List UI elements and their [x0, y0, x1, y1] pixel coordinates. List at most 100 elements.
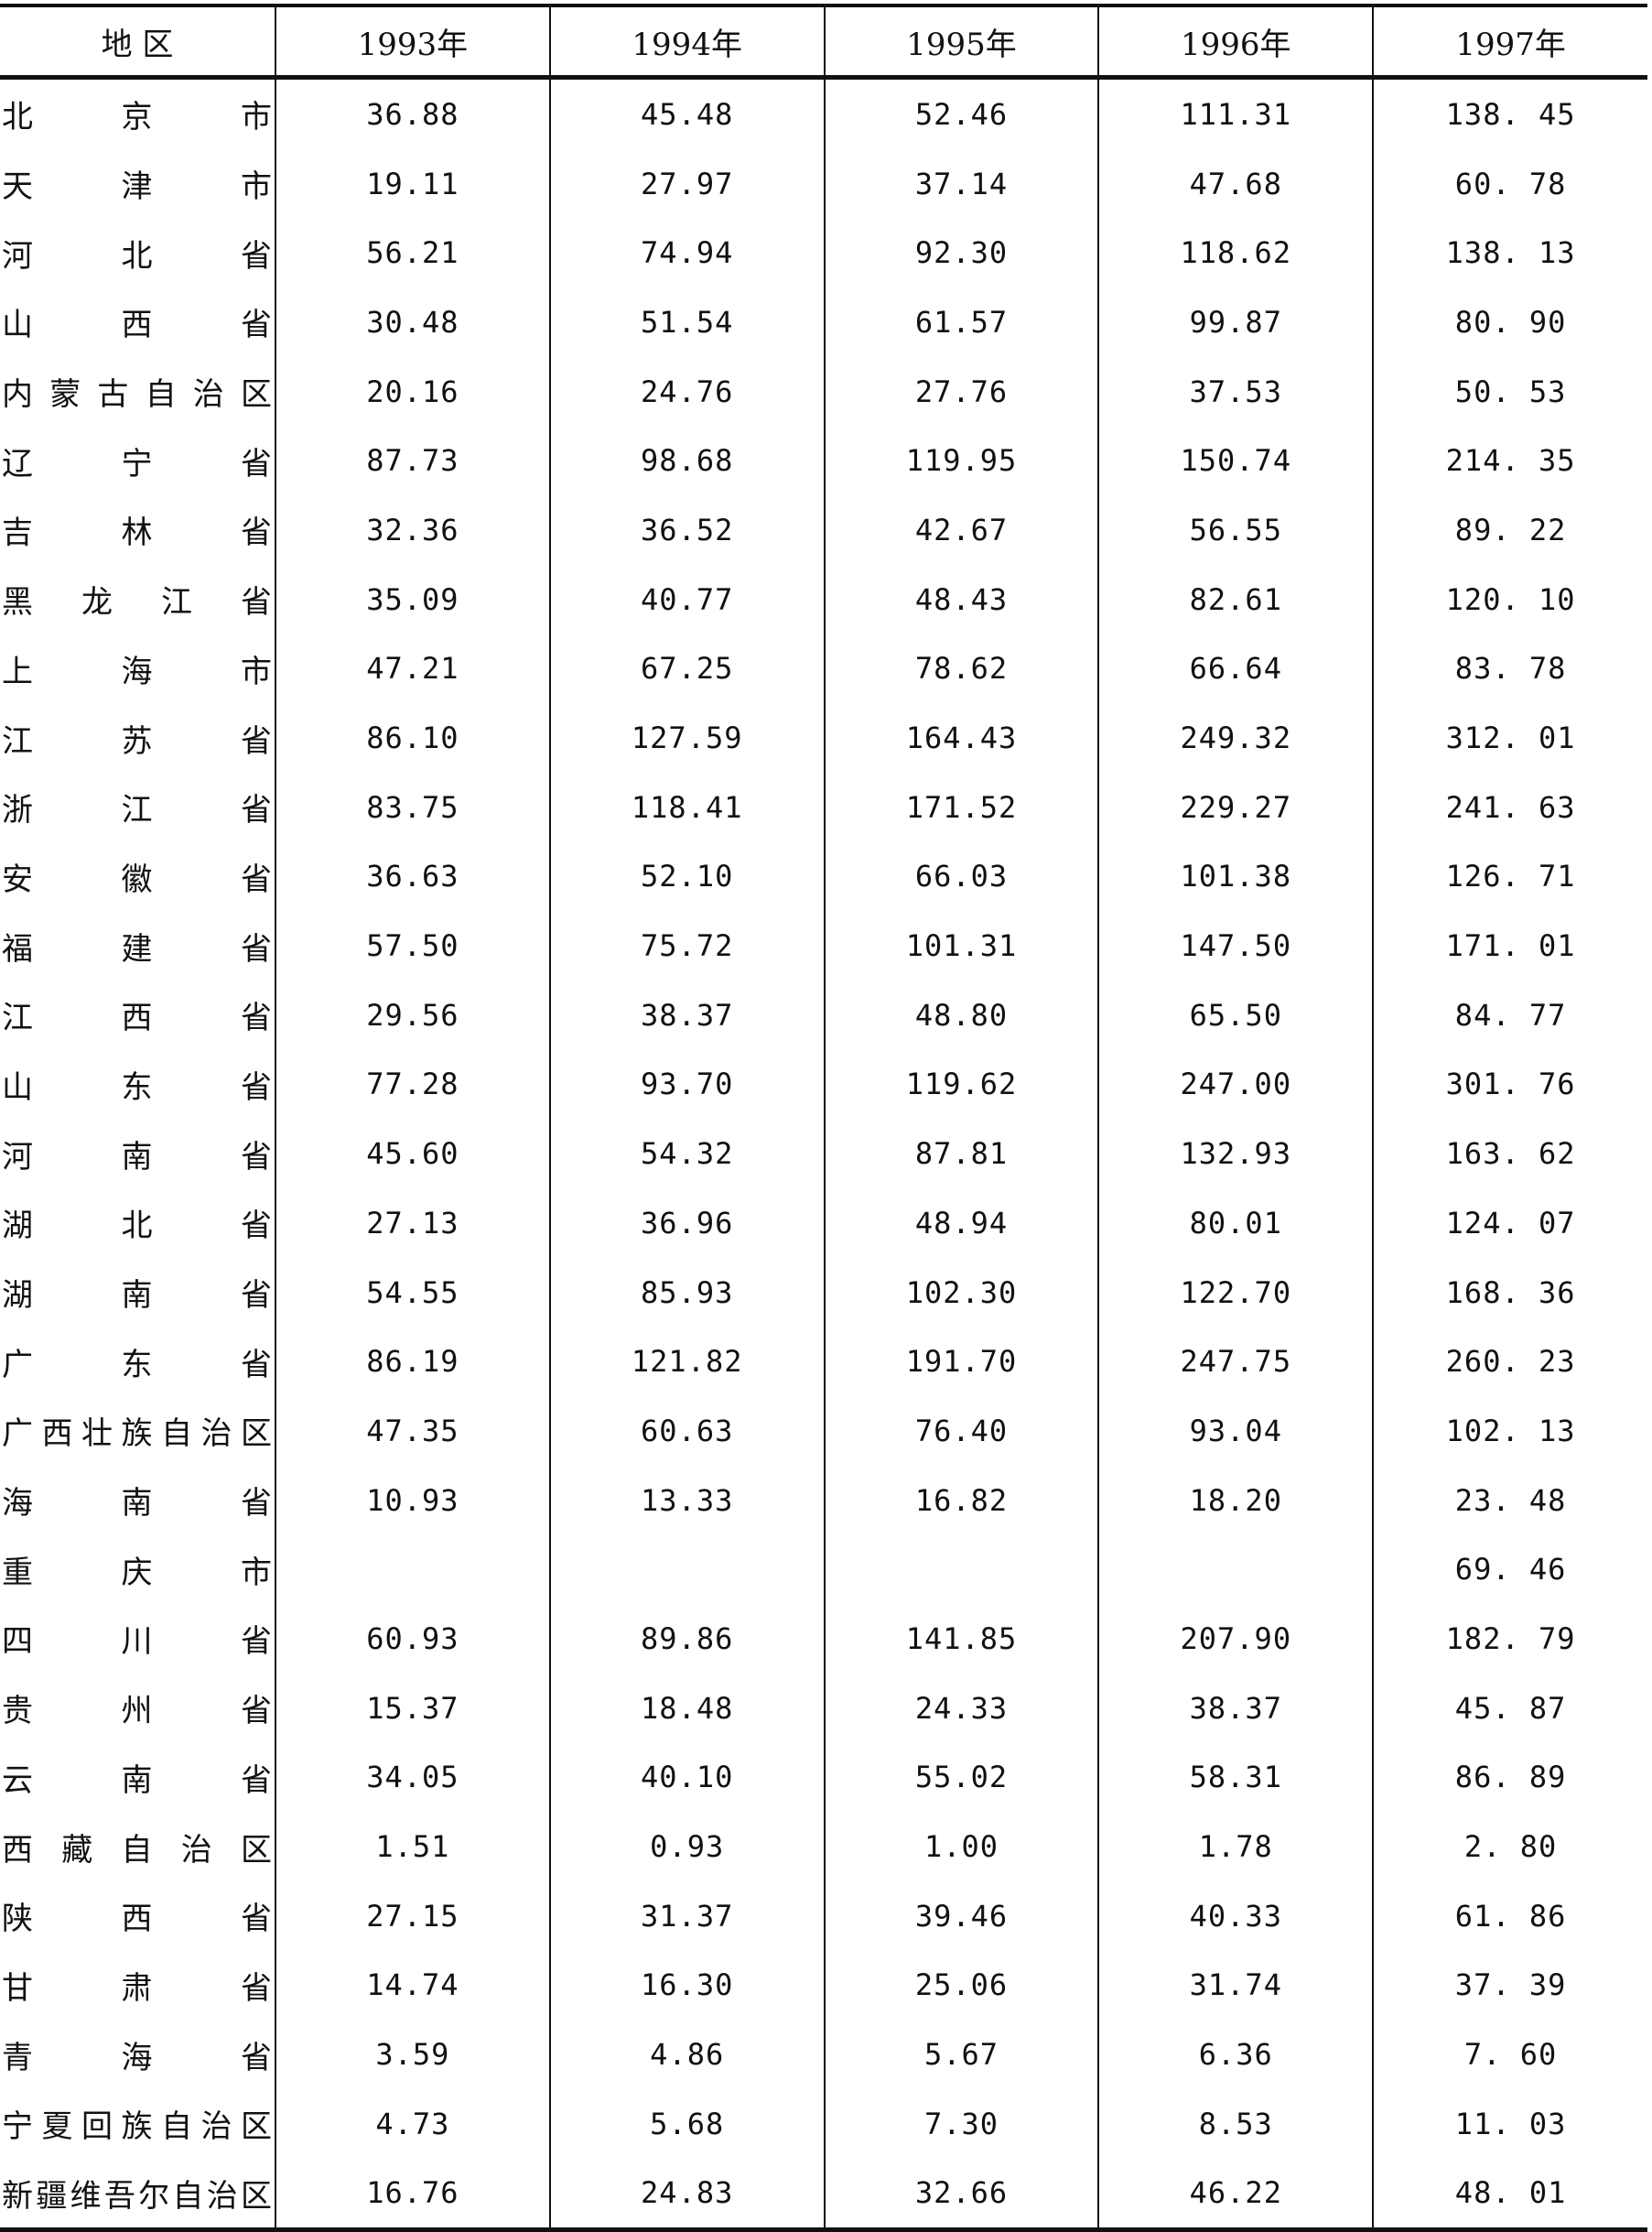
value-cell: 40.10: [548, 1742, 825, 1813]
value-cell: 16.76: [275, 2158, 550, 2232]
value-cell: 5.68: [548, 2088, 825, 2159]
table-row: 西藏自治区 1.51 0.93 1.00 1.78 2. 80: [0, 1812, 1647, 1881]
value-cell: 66.64: [1097, 634, 1374, 704]
region-cell: 安徽省: [2, 861, 273, 898]
value-cell: 1.51: [275, 1812, 550, 1881]
value-cell: 40.77: [548, 564, 825, 634]
value-cell: 4.73: [275, 2088, 550, 2159]
value-cell: 18.20: [1097, 1465, 1374, 1535]
value-cell: 24.76: [548, 356, 825, 427]
header-row: 地 区 1993年 1994年 1995年 1996年 1997年: [0, 4, 1647, 80]
region-cell: 青海省: [2, 2039, 273, 2076]
value-cell: 39.46: [823, 1880, 1099, 1951]
value-cell: 93.04: [1097, 1396, 1374, 1466]
table-row: 甘肃省 14.74 16.30 25.06 31.74 37. 39: [0, 1950, 1647, 2021]
table-row: 陕西省 27.15 31.37 39.46 40.33 61. 86: [0, 1880, 1647, 1951]
value-cell: 102.30: [823, 1257, 1099, 1327]
value-cell: 52.10: [548, 841, 825, 912]
value-cell: 121.82: [548, 1327, 825, 1397]
value-cell: 11. 03: [1372, 2088, 1647, 2159]
value-cell: 14.74: [275, 1950, 550, 2021]
value-cell: 8.53: [1097, 2088, 1374, 2159]
value-cell: 78.62: [823, 634, 1099, 704]
value-cell: 47.21: [275, 634, 550, 704]
value-cell: 7.30: [823, 2088, 1099, 2159]
value-cell: 48.80: [823, 980, 1099, 1050]
value-cell: 301. 76: [1372, 1049, 1647, 1120]
table-row: 广东省 86.19 121.82 191.70 247.75 260. 23: [0, 1327, 1647, 1397]
region-cell: 贵州省: [2, 1693, 273, 1730]
value-cell: [275, 1534, 550, 1605]
region-cell: 宁夏回族自治区: [2, 2108, 273, 2146]
value-cell: 54.55: [275, 1257, 550, 1327]
value-cell: 36.63: [275, 841, 550, 912]
value-cell: 36.88: [275, 77, 550, 149]
value-cell: 35.09: [275, 564, 550, 634]
value-cell: 4.86: [548, 2020, 825, 2089]
value-cell: 80. 90: [1372, 287, 1647, 357]
value-cell: 214. 35: [1372, 426, 1647, 496]
value-cell: 150.74: [1097, 426, 1374, 496]
value-cell: 122.70: [1097, 1257, 1374, 1327]
value-cell: 36.96: [548, 1188, 825, 1258]
table-row: 福建省 57.50 75.72 101.31 147.50 171. 01: [0, 911, 1647, 981]
table-row: 宁夏回族自治区 4.73 5.68 7.30 8.53 11. 03: [0, 2088, 1647, 2159]
value-cell: 54.32: [548, 1119, 825, 1188]
value-cell: 45. 87: [1372, 1673, 1647, 1743]
value-cell: 7. 60: [1372, 2020, 1647, 2089]
header-1993: 1993年: [275, 4, 550, 80]
value-cell: 69. 46: [1372, 1534, 1647, 1605]
region-cell: 新疆维吾尔自治区: [0, 2158, 275, 2232]
value-cell: 24.33: [823, 1673, 1099, 1743]
value-cell: 147.50: [1097, 911, 1374, 981]
value-cell: 48.43: [823, 564, 1099, 634]
value-cell: 132.93: [1097, 1119, 1374, 1188]
table-row: 湖北省 27.13 36.96 48.94 80.01 124. 07: [0, 1188, 1647, 1258]
header-1994: 1994年: [548, 4, 825, 80]
data-table: 地 区 1993年 1994年 1995年 1996年 1997年 北京市 36.…: [0, 4, 1647, 2232]
value-cell: 118.62: [1097, 218, 1374, 288]
table-row: 黑龙江省 35.09 40.77 48.43 82.61 120. 10: [0, 564, 1647, 634]
region-cell: 湖北省: [2, 1208, 273, 1245]
table-row: 重庆市 69. 46: [0, 1534, 1647, 1605]
value-cell: 89.86: [548, 1604, 825, 1674]
value-cell: 50. 53: [1372, 356, 1647, 427]
value-cell: 87.81: [823, 1119, 1099, 1188]
value-cell: 31.37: [548, 1880, 825, 1951]
table-row: 海南省 10.93 13.33 16.82 18.20 23. 48: [0, 1465, 1647, 1535]
value-cell: 101.38: [1097, 841, 1374, 912]
value-cell: 67.25: [548, 634, 825, 704]
value-cell: 74.94: [548, 218, 825, 288]
value-cell: 38.37: [1097, 1673, 1374, 1743]
table-row: 河南省 45.60 54.32 87.81 132.93 163. 62: [0, 1119, 1647, 1188]
value-cell: 168. 36: [1372, 1257, 1647, 1327]
value-cell: 87.73: [275, 426, 550, 496]
value-cell: 2. 80: [1372, 1812, 1647, 1881]
value-cell: 10.93: [275, 1465, 550, 1535]
region-cell: 天津市: [2, 168, 273, 206]
region-cell: 甘肃省: [2, 1969, 273, 2007]
table-row: 北京市 36.88 45.48 52.46 111.31 138. 45: [0, 77, 1647, 149]
value-cell: 3.59: [275, 2020, 550, 2089]
table-row: 河北省 56.21 74.94 92.30 118.62 138. 13: [0, 218, 1647, 288]
value-cell: 0.93: [548, 1812, 825, 1881]
region-cell: 重庆市: [2, 1554, 273, 1591]
value-cell: 56.21: [275, 218, 550, 288]
header-region: 地 区: [0, 4, 275, 80]
value-cell: [823, 1534, 1099, 1605]
value-cell: 51.54: [548, 287, 825, 357]
value-cell: 16.82: [823, 1465, 1099, 1535]
table-row: 青海省 3.59 4.86 5.67 6.36 7. 60: [0, 2020, 1647, 2089]
table-row: 安徽省 36.63 52.10 66.03 101.38 126. 71: [0, 841, 1647, 912]
value-cell: 45.48: [548, 77, 825, 149]
value-cell: 36.52: [548, 495, 825, 565]
value-cell: 86.10: [275, 703, 550, 773]
value-cell: 92.30: [823, 218, 1099, 288]
value-cell: 37.53: [1097, 356, 1374, 427]
region-cell: 北京市: [2, 99, 273, 136]
value-cell: 171. 01: [1372, 911, 1647, 981]
value-cell: 76.40: [823, 1396, 1099, 1466]
value-cell: 47.68: [1097, 148, 1374, 219]
value-cell: 241. 63: [1372, 772, 1647, 842]
table-body: 北京市 36.88 45.48 52.46 111.31 138. 45 天津市 19.11 2…: [0, 77, 1647, 2232]
